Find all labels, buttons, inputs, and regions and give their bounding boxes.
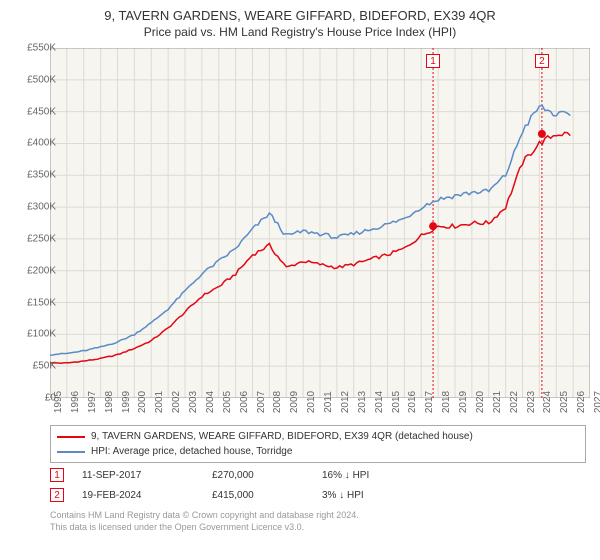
x-tick-label: 2025 bbox=[559, 391, 570, 413]
y-tick-label: £100K bbox=[12, 329, 56, 340]
x-tick-label: 1996 bbox=[70, 391, 81, 413]
x-tick-label: 2013 bbox=[357, 391, 368, 413]
y-tick-label: £500K bbox=[12, 74, 56, 85]
chart-title: 9, TAVERN GARDENS, WEARE GIFFARD, BIDEFO… bbox=[0, 0, 600, 23]
transaction-marker: 1 bbox=[50, 468, 64, 482]
x-tick-label: 2002 bbox=[171, 391, 182, 413]
x-tick-label: 2004 bbox=[205, 391, 216, 413]
y-tick-label: £300K bbox=[12, 202, 56, 213]
chart-subtitle: Price paid vs. HM Land Registry's House … bbox=[0, 23, 600, 43]
x-tick-label: 2005 bbox=[222, 391, 233, 413]
x-tick-label: 2010 bbox=[306, 391, 317, 413]
event-marker-2: 2 bbox=[535, 54, 549, 68]
x-tick-label: 2026 bbox=[576, 391, 587, 413]
x-tick-label: 2003 bbox=[188, 391, 199, 413]
footer-line-1: Contains HM Land Registry data © Crown c… bbox=[50, 510, 359, 522]
y-tick-label: £450K bbox=[12, 106, 56, 117]
y-tick-label: £200K bbox=[12, 265, 56, 276]
transactions-table: 1 11-SEP-2017£270,00016% ↓ HPI 2 19-FEB-202… bbox=[50, 465, 586, 505]
y-tick-label: £50K bbox=[12, 361, 56, 372]
transaction-price: £415,000 bbox=[212, 490, 322, 501]
y-tick-label: £350K bbox=[12, 170, 56, 181]
x-tick-label: 2006 bbox=[239, 391, 250, 413]
x-tick-label: 1998 bbox=[104, 391, 115, 413]
x-tick-label: 2015 bbox=[391, 391, 402, 413]
legend-swatch bbox=[57, 436, 85, 438]
legend-swatch bbox=[57, 451, 85, 453]
x-tick-label: 2000 bbox=[137, 391, 148, 413]
transaction-date: 11-SEP-2017 bbox=[82, 470, 212, 481]
legend-label: HPI: Average price, detached house, Torr… bbox=[91, 446, 292, 457]
x-tick-label: 2027 bbox=[593, 391, 600, 413]
x-tick-label: 2016 bbox=[407, 391, 418, 413]
x-tick-label: 2019 bbox=[458, 391, 469, 413]
x-tick-label: 2009 bbox=[289, 391, 300, 413]
transaction-delta: 3% ↓ HPI bbox=[322, 490, 422, 501]
legend-row: 9, TAVERN GARDENS, WEARE GIFFARD, BIDEFO… bbox=[57, 429, 579, 444]
x-tick-label: 2021 bbox=[492, 391, 503, 413]
transaction-date: 19-FEB-2024 bbox=[82, 490, 212, 501]
legend-label: 9, TAVERN GARDENS, WEARE GIFFARD, BIDEFO… bbox=[91, 431, 473, 442]
chart-svg bbox=[50, 48, 590, 398]
x-tick-label: 2024 bbox=[542, 391, 553, 413]
x-tick-label: 1999 bbox=[121, 391, 132, 413]
x-tick-label: 2018 bbox=[441, 391, 452, 413]
footer-text: Contains HM Land Registry data © Crown c… bbox=[50, 510, 359, 533]
event-marker-1: 1 bbox=[426, 54, 440, 68]
transaction-price: £270,000 bbox=[212, 470, 322, 481]
y-tick-label: £250K bbox=[12, 233, 56, 244]
legend-box: 9, TAVERN GARDENS, WEARE GIFFARD, BIDEFO… bbox=[50, 425, 586, 463]
x-tick-label: 2014 bbox=[374, 391, 385, 413]
y-tick-label: £550K bbox=[12, 43, 56, 54]
x-tick-label: 2017 bbox=[424, 391, 435, 413]
y-tick-label: £0 bbox=[12, 393, 56, 404]
x-tick-label: 2022 bbox=[509, 391, 520, 413]
x-tick-label: 2007 bbox=[256, 391, 267, 413]
chart-plot-area bbox=[50, 48, 590, 398]
x-tick-label: 2012 bbox=[340, 391, 351, 413]
x-tick-label: 2008 bbox=[272, 391, 283, 413]
transaction-delta: 16% ↓ HPI bbox=[322, 470, 422, 481]
footer-line-2: This data is licensed under the Open Gov… bbox=[50, 522, 359, 534]
y-tick-label: £400K bbox=[12, 138, 56, 149]
x-tick-label: 2020 bbox=[475, 391, 486, 413]
x-tick-label: 2001 bbox=[154, 391, 165, 413]
chart-container: 9, TAVERN GARDENS, WEARE GIFFARD, BIDEFO… bbox=[0, 0, 600, 560]
x-tick-label: 2023 bbox=[526, 391, 537, 413]
x-tick-label: 1995 bbox=[53, 391, 64, 413]
transaction-marker: 2 bbox=[50, 488, 64, 502]
x-tick-label: 2011 bbox=[323, 391, 334, 413]
transaction-row: 2 19-FEB-2024£415,0003% ↓ HPI bbox=[50, 485, 586, 505]
x-tick-label: 1997 bbox=[87, 391, 98, 413]
y-tick-label: £150K bbox=[12, 297, 56, 308]
transaction-row: 1 11-SEP-2017£270,00016% ↓ HPI bbox=[50, 465, 586, 485]
legend-row: HPI: Average price, detached house, Torr… bbox=[57, 444, 579, 459]
